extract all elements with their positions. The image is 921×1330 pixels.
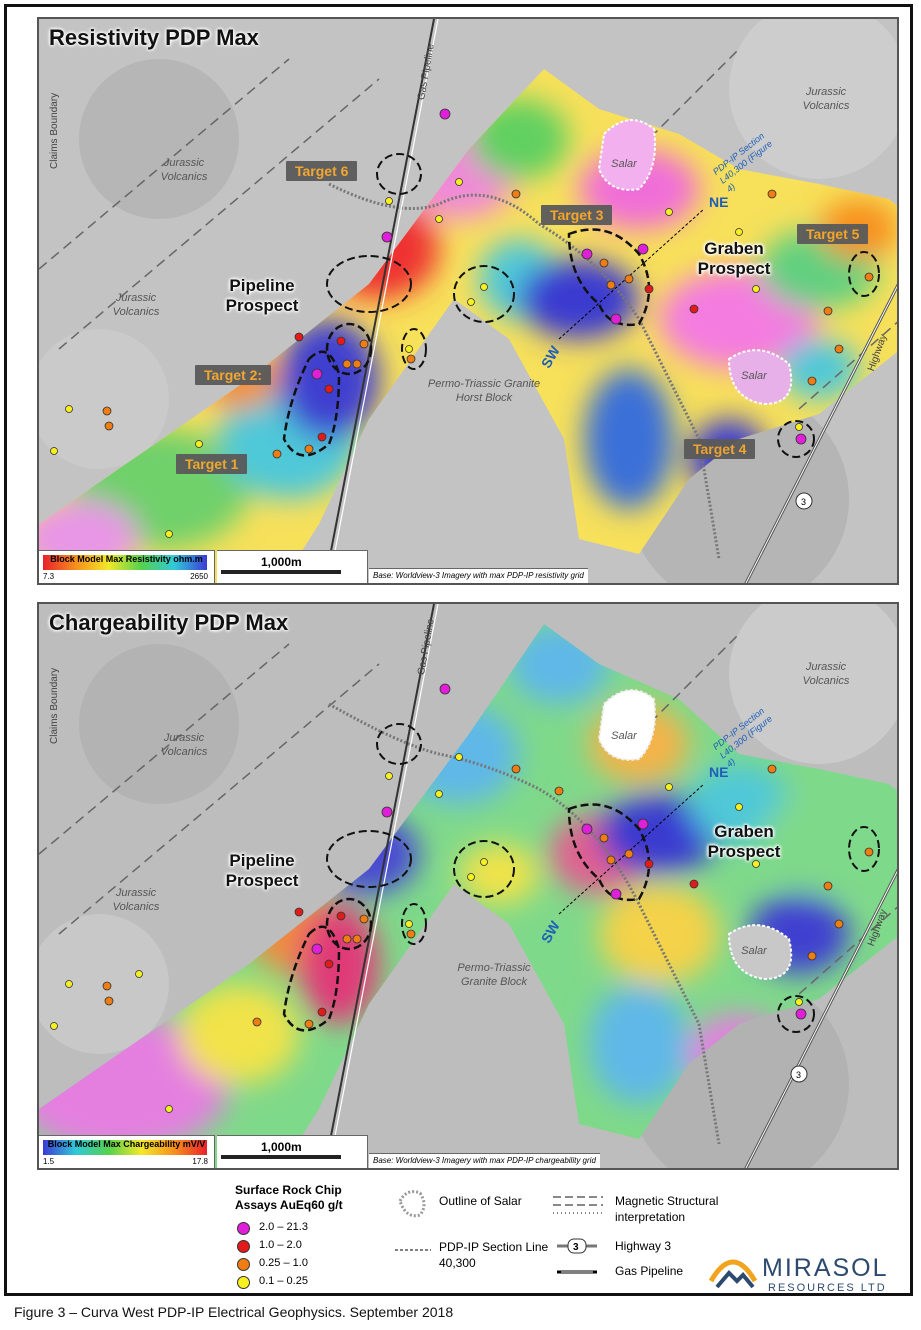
pipeline-legend-icon <box>557 1270 597 1274</box>
assay-range: 2.0 – 21.3 <box>259 1221 308 1233</box>
panel-title: Chargeability PDP Max <box>49 610 289 635</box>
figure-caption: Figure 3 – Curva West PDP-IP Electrical … <box>14 1304 454 1320</box>
jurassic-volcanics-label: Jurassic Volcanics <box>112 887 160 913</box>
scale-bar: 1,000m <box>217 550 368 583</box>
assay-dot-yellow <box>237 1276 250 1289</box>
target-outlines <box>282 153 880 458</box>
target-5-label: Target 5 <box>797 224 869 244</box>
claims-boundary-label: Claims Boundary <box>49 92 60 169</box>
section-line <box>558 208 705 340</box>
scale-line <box>221 570 341 574</box>
map-legend: Surface Rock Chip Assays AuEq60 g/t 2.0 … <box>217 1175 917 1300</box>
scale-bar: 1,000m <box>217 1135 368 1168</box>
colorbar-title: Block Model Max Chargeability mV/V <box>47 1139 206 1149</box>
magnetic-lines <box>39 48 897 410</box>
granite-block-label: Permo-Triassic Granite Horst Block <box>427 378 541 404</box>
salar-outline <box>597 119 656 191</box>
gas-pipeline-line <box>323 604 435 1168</box>
pipeline-prospect-label: Pipeline Prospect <box>225 851 299 890</box>
panel-title: Resistivity PDP Max <box>49 25 259 50</box>
colorbar-min: 1.5 <box>43 1157 55 1166</box>
chargeability-colorbar: Block Model Max Chargeability mV/V 1.5 1… <box>39 1135 215 1168</box>
assay-legend-title: Surface Rock Chip Assays AuEq60 g/t <box>235 1183 343 1212</box>
chargeability-map-panel: 3 <box>37 602 899 1170</box>
salar-label: Salar <box>611 158 637 170</box>
target-3-label: Target 3 <box>541 205 613 225</box>
resistivity-colorbar: Block Model Max Resistivity ohm.m 7.3 26… <box>39 550 215 583</box>
colorbar-gradient <box>43 1140 207 1155</box>
colorbar-max: 17.8 <box>192 1157 208 1166</box>
jurassic-volcanics-label: Jurassic Volcanics <box>802 661 850 687</box>
colorbar-min: 7.3 <box>43 572 55 581</box>
jurassic-volcanics-label: Jurassic Volcanics <box>802 86 850 112</box>
salar-label: Salar <box>611 730 637 742</box>
magnetic-legend-label: Magnetic Structural interpretation <box>615 1194 719 1224</box>
assay-range: 0.25 – 1.0 <box>259 1257 308 1269</box>
svg-text:3: 3 <box>801 497 806 507</box>
resistivity-map-panel: 3 <box>37 17 899 585</box>
ne-marker: NE <box>709 194 729 210</box>
assay-dot-orange <box>237 1258 250 1271</box>
salar-outline <box>597 689 656 761</box>
scale-label: 1,000m <box>261 555 302 569</box>
resistivity-map-svg: 3 <box>39 19 897 583</box>
highway-legend-label: Highway 3 <box>615 1239 672 1253</box>
assay-range: 1.0 – 2.0 <box>259 1239 302 1251</box>
assay-dot-red <box>237 1240 250 1253</box>
base-note: Base: Worldview-3 Imagery with max PDP-I… <box>369 568 588 583</box>
salar-outline <box>727 349 793 406</box>
claims-boundary-label: Claims Boundary <box>49 667 60 744</box>
assay-range: 0.1 – 0.25 <box>259 1275 308 1287</box>
assay-dot-magenta <box>237 1222 250 1235</box>
base-note: Base: Worldview-3 Imagery with max PDP-I… <box>369 1153 600 1168</box>
colorbar-gradient <box>43 555 207 570</box>
mirasol-logo-icon <box>708 1259 758 1289</box>
gas-pipeline-line <box>323 19 435 583</box>
chargeability-map-svg: 3 <box>39 604 897 1168</box>
granite-block-label: Permo-Triassic Granite Block <box>457 962 531 988</box>
logo-name: MIRASOL <box>762 1254 889 1282</box>
magnetic-legend-icon <box>553 1196 603 1214</box>
highway-legend-icon: 3 <box>557 1238 597 1254</box>
graben-prospect-label: Graben Prospect <box>697 239 771 278</box>
section-legend-label: PDP-IP Section Line 40,300 <box>439 1240 549 1270</box>
sample-points <box>50 683 874 1113</box>
pipeline-prospect-label: Pipeline Prospect <box>225 276 299 315</box>
salar-legend-label: Outline of Salar <box>439 1194 522 1208</box>
ne-marker: NE <box>709 764 729 780</box>
target-2-label: Target 2: <box>195 365 272 385</box>
logo-subtitle: RESOURCES LTD <box>768 1282 887 1294</box>
jurassic-volcanics-label: Jurassic Volcanics <box>160 157 208 183</box>
target-1-label: Target 1 <box>176 454 248 474</box>
graben-prospect-label: Graben Prospect <box>707 822 781 861</box>
magnetic-lines <box>39 633 897 995</box>
target-4-label: Target 4 <box>684 439 756 459</box>
colorbar-max: 2650 <box>190 572 208 581</box>
salar-label: Salar <box>741 945 767 957</box>
salar-legend-icon <box>398 1190 426 1218</box>
scale-label: 1,000m <box>261 1140 302 1154</box>
section-line-icon <box>395 1249 431 1251</box>
scale-line <box>221 1155 341 1159</box>
salar-label: Salar <box>741 370 767 382</box>
colorbar-title: Block Model Max Resistivity ohm.m <box>50 554 203 564</box>
pipeline-legend-label: Gas Pipeline <box>615 1264 684 1278</box>
jurassic-volcanics-label: Jurassic Volcanics <box>160 732 208 758</box>
target-6-label: Target 6 <box>286 161 358 181</box>
salar-outline <box>727 924 793 981</box>
jurassic-volcanics-label: Jurassic Volcanics <box>112 292 160 318</box>
section-line <box>558 783 705 915</box>
target-outlines <box>282 723 880 1033</box>
highway-number: 3 <box>573 1242 579 1253</box>
svg-text:3: 3 <box>796 1070 801 1080</box>
figure-frame: 3 <box>4 4 913 1296</box>
